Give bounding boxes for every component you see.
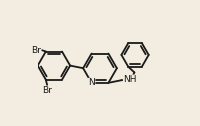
Text: N: N [88,78,95,87]
Text: Br: Br [42,86,52,95]
Text: NH: NH [123,75,137,84]
Text: Br: Br [31,46,41,55]
